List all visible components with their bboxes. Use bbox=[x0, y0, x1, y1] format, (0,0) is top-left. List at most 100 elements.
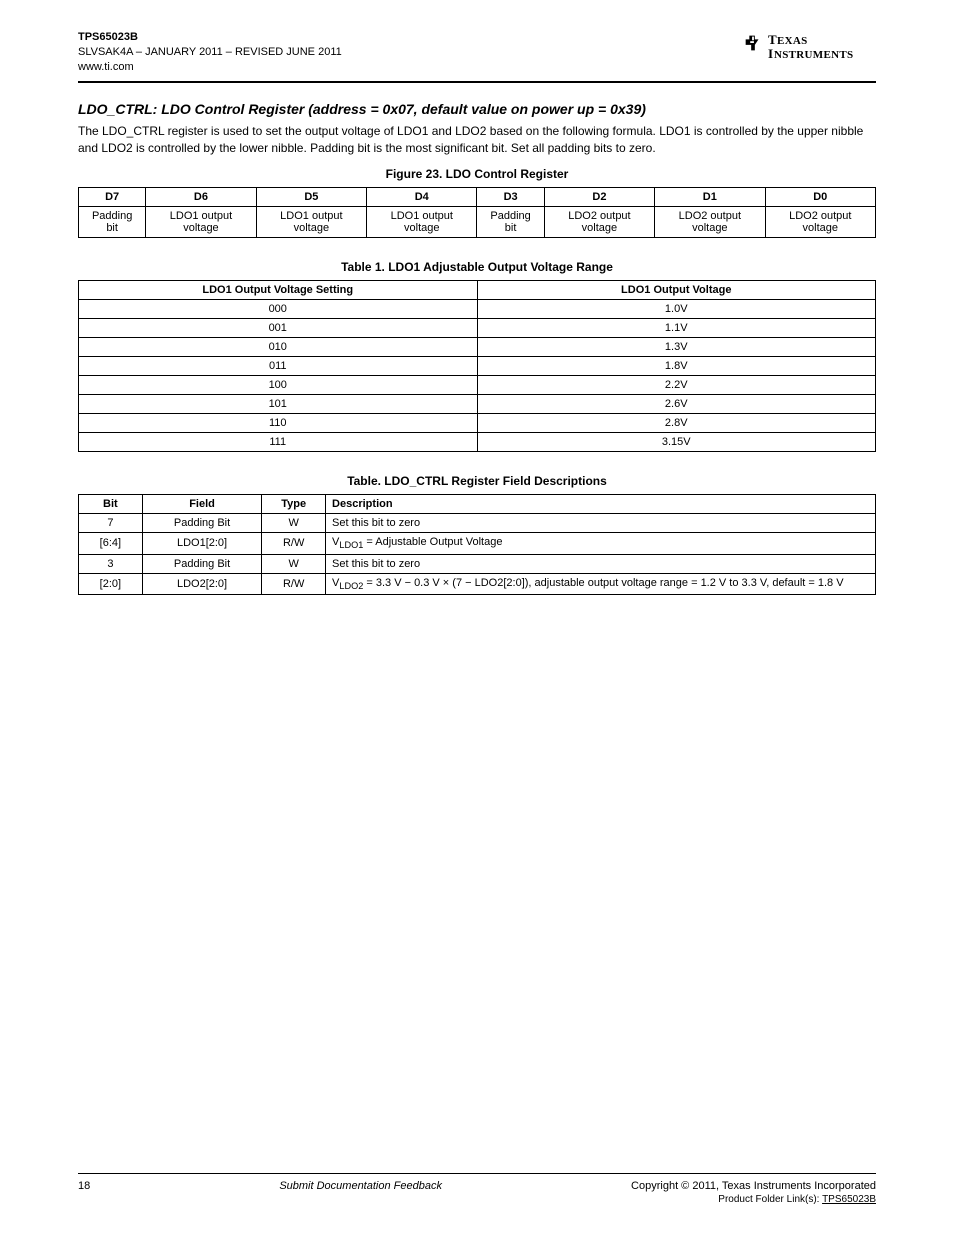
table-cell: 1.3V bbox=[477, 338, 876, 357]
bitfield-cell: LDO2 output voltage bbox=[655, 207, 765, 238]
section-title-text: LDO Control Register (address = 0x07, de… bbox=[161, 101, 646, 117]
copyright-text: Copyright © 2011, Texas Instruments Inco… bbox=[631, 1180, 876, 1192]
bitfield-cell: Padding bit bbox=[79, 207, 146, 238]
table-cell: 1.1V bbox=[477, 319, 876, 338]
table-col-header: Type bbox=[262, 495, 326, 514]
table-col-header: LDO1 Output Voltage bbox=[477, 281, 876, 300]
page-footer: 18 Submit Documentation Feedback Copyrig… bbox=[78, 1173, 876, 1205]
table-row: 1012.6V bbox=[79, 395, 876, 414]
table-cell: R/W bbox=[262, 533, 326, 554]
table-col-header: Bit bbox=[79, 495, 143, 514]
field-table-caption: Table. LDO_CTRL Register Field Descripti… bbox=[78, 474, 876, 488]
table-cell: W bbox=[262, 514, 326, 533]
intro-paragraph: The LDO_CTRL register is used to set the… bbox=[78, 123, 876, 158]
table-col-header: Field bbox=[142, 495, 262, 514]
table-cell: Set this bit to zero bbox=[326, 514, 876, 533]
bitfield-header: D5 bbox=[256, 188, 366, 207]
revision-line: SLVSAK4A – JANUARY 2011 – REVISED JUNE 2… bbox=[78, 45, 342, 60]
section-number: LDO_CTRL: bbox=[78, 101, 157, 117]
bitfield-cell: LDO1 output voltage bbox=[256, 207, 366, 238]
table-cell: Set this bit to zero bbox=[326, 554, 876, 573]
bitfield-header: D7 bbox=[79, 188, 146, 207]
bitfield-header-row: D7 D6 D5 D4 D3 D2 D1 D0 bbox=[79, 188, 876, 207]
bitfield-header: D1 bbox=[655, 188, 765, 207]
svg-text:T: T bbox=[768, 32, 777, 47]
footer-row: 18 Submit Documentation Feedback Copyrig… bbox=[78, 1180, 876, 1192]
table-cell: LDO1[2:0] bbox=[142, 533, 262, 554]
footer-rule bbox=[78, 1173, 876, 1174]
table-row: 0111.8V bbox=[79, 357, 876, 376]
table-row: [6:4] LDO1[2:0] R/W VLDO1 = Adjustable O… bbox=[79, 533, 876, 554]
header-left: TPS65023B SLVSAK4A – JANUARY 2011 – REVI… bbox=[78, 30, 342, 75]
bitfield-header: D4 bbox=[367, 188, 477, 207]
ti-logo: T EXAS I NSTRUMENTS bbox=[742, 30, 876, 62]
bitfield-header: D2 bbox=[544, 188, 654, 207]
table-col-header: Description bbox=[326, 495, 876, 514]
table-col-header: LDO1 Output Voltage Setting bbox=[79, 281, 478, 300]
ti-chip-icon bbox=[742, 32, 764, 54]
svg-text:NSTRUMENTS: NSTRUMENTS bbox=[774, 49, 853, 61]
ldo-ctrl-bitfield-table: D7 D6 D5 D4 D3 D2 D1 D0 Padding bit LDO1… bbox=[78, 187, 876, 238]
bitfield-header: D6 bbox=[146, 188, 256, 207]
table-header-row: Bit Field Type Description bbox=[79, 495, 876, 514]
ldo-ctrl-field-desc-table: Bit Field Type Description 7 Padding Bit… bbox=[78, 494, 876, 594]
table-row: 1102.8V bbox=[79, 414, 876, 433]
bitfield-header: D0 bbox=[765, 188, 875, 207]
page-header: TPS65023B SLVSAK4A – JANUARY 2011 – REVI… bbox=[78, 30, 876, 75]
table-row: 0001.0V bbox=[79, 300, 876, 319]
table-cell: 2.6V bbox=[477, 395, 876, 414]
table-row: 0011.1V bbox=[79, 319, 876, 338]
table-cell: VLDO1 = Adjustable Output Voltage bbox=[326, 533, 876, 554]
table1-caption: Table 1. LDO1 Adjustable Output Voltage … bbox=[78, 260, 876, 274]
table-cell: 101 bbox=[79, 395, 478, 414]
feedback-link[interactable]: Submit Documentation Feedback bbox=[90, 1180, 631, 1192]
ldo1-voltage-range-table: LDO1 Output Voltage Setting LDO1 Output … bbox=[78, 280, 876, 452]
table-cell: 110 bbox=[79, 414, 478, 433]
table-cell: [6:4] bbox=[79, 533, 143, 554]
table-cell: 3.15V bbox=[477, 433, 876, 452]
table-cell: LDO2[2:0] bbox=[142, 573, 262, 594]
bitfield-cell: LDO1 output voltage bbox=[367, 207, 477, 238]
table-cell: VLDO2 = 3.3 V − 0.3 V × (7 − LDO2[2:0]),… bbox=[326, 573, 876, 594]
table-row: 0101.3V bbox=[79, 338, 876, 357]
svg-text:EXAS: EXAS bbox=[777, 35, 808, 47]
table-cell: 7 bbox=[79, 514, 143, 533]
bitfield-cell: Padding bit bbox=[477, 207, 544, 238]
svg-text:I: I bbox=[768, 46, 774, 61]
table-cell: [2:0] bbox=[79, 573, 143, 594]
table-row: 1002.2V bbox=[79, 376, 876, 395]
table-cell: 1.0V bbox=[477, 300, 876, 319]
part-number: TPS65023B bbox=[78, 30, 342, 45]
bitfield-cell: LDO2 output voltage bbox=[544, 207, 654, 238]
table-cell: 100 bbox=[79, 376, 478, 395]
table-row: [2:0] LDO2[2:0] R/W VLDO2 = 3.3 V − 0.3 … bbox=[79, 573, 876, 594]
table-cell: 3 bbox=[79, 554, 143, 573]
table-row: 1113.15V bbox=[79, 433, 876, 452]
table-cell: 2.2V bbox=[477, 376, 876, 395]
bitfield-cell: LDO2 output voltage bbox=[765, 207, 875, 238]
section-heading: LDO_CTRL: LDO Control Register (address … bbox=[78, 101, 876, 117]
bitfield-values-row: Padding bit LDO1 output voltage LDO1 out… bbox=[79, 207, 876, 238]
product-folder-link[interactable]: TPS65023B bbox=[822, 1194, 876, 1205]
bitfield-cell: LDO1 output voltage bbox=[146, 207, 256, 238]
table-cell: Padding Bit bbox=[142, 554, 262, 573]
footer-product-link-row: Product Folder Link(s): TPS65023B bbox=[78, 1194, 876, 1205]
page-number: 18 bbox=[78, 1180, 90, 1192]
table-cell: 001 bbox=[79, 319, 478, 338]
table-cell: 011 bbox=[79, 357, 478, 376]
table-cell: 010 bbox=[79, 338, 478, 357]
table-row: 3 Padding Bit W Set this bit to zero bbox=[79, 554, 876, 573]
table-cell: Padding Bit bbox=[142, 514, 262, 533]
table-cell: 2.8V bbox=[477, 414, 876, 433]
bitfield-header: D3 bbox=[477, 188, 544, 207]
product-folder-label: Product Folder Link(s): bbox=[718, 1194, 819, 1205]
table-header-row: LDO1 Output Voltage Setting LDO1 Output … bbox=[79, 281, 876, 300]
table-cell: 111 bbox=[79, 433, 478, 452]
header-url[interactable]: www.ti.com bbox=[78, 60, 342, 75]
header-rule bbox=[78, 81, 876, 83]
figure23-caption: Figure 23. LDO Control Register bbox=[78, 167, 876, 181]
table-cell: W bbox=[262, 554, 326, 573]
table-cell: 000 bbox=[79, 300, 478, 319]
table-cell: R/W bbox=[262, 573, 326, 594]
table-cell: 1.8V bbox=[477, 357, 876, 376]
